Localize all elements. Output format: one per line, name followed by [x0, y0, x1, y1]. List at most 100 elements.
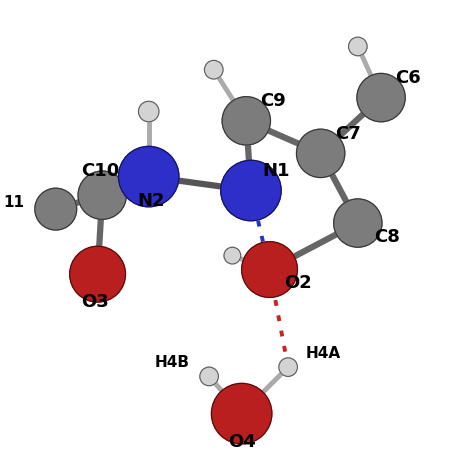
- Circle shape: [232, 404, 248, 420]
- Circle shape: [379, 96, 382, 99]
- Circle shape: [286, 365, 289, 368]
- Circle shape: [207, 63, 219, 75]
- Circle shape: [227, 250, 237, 260]
- Circle shape: [283, 363, 292, 371]
- Circle shape: [223, 163, 277, 217]
- Circle shape: [233, 107, 257, 131]
- Circle shape: [146, 109, 151, 113]
- Circle shape: [202, 369, 215, 383]
- Circle shape: [146, 109, 150, 113]
- Text: O2: O2: [284, 274, 312, 292]
- Circle shape: [237, 111, 253, 128]
- Circle shape: [139, 167, 155, 183]
- Circle shape: [42, 195, 67, 221]
- Circle shape: [138, 101, 159, 122]
- Circle shape: [334, 199, 382, 247]
- Circle shape: [208, 64, 219, 74]
- Circle shape: [378, 94, 383, 100]
- Circle shape: [286, 365, 290, 369]
- Circle shape: [211, 67, 215, 72]
- Circle shape: [284, 364, 291, 370]
- Circle shape: [348, 214, 365, 230]
- Circle shape: [262, 262, 274, 274]
- Circle shape: [79, 172, 125, 218]
- Circle shape: [307, 140, 331, 164]
- Circle shape: [231, 255, 233, 256]
- Text: H4B: H4B: [155, 355, 190, 370]
- Circle shape: [344, 210, 368, 234]
- Circle shape: [239, 179, 259, 199]
- Circle shape: [281, 360, 294, 374]
- Circle shape: [249, 189, 252, 192]
- Circle shape: [283, 361, 293, 372]
- Circle shape: [89, 182, 113, 206]
- Circle shape: [94, 270, 100, 277]
- Circle shape: [287, 366, 289, 368]
- Circle shape: [350, 39, 365, 53]
- Circle shape: [205, 61, 222, 78]
- Circle shape: [145, 108, 152, 114]
- Circle shape: [357, 73, 405, 122]
- Circle shape: [142, 105, 154, 117]
- Circle shape: [139, 102, 158, 121]
- Circle shape: [205, 372, 212, 380]
- Circle shape: [49, 202, 61, 214]
- Circle shape: [226, 249, 238, 262]
- Circle shape: [81, 257, 111, 288]
- Circle shape: [86, 179, 116, 209]
- Circle shape: [47, 201, 62, 215]
- Circle shape: [55, 208, 57, 210]
- Circle shape: [93, 186, 109, 202]
- Circle shape: [349, 37, 366, 55]
- Circle shape: [213, 385, 270, 442]
- Circle shape: [209, 376, 210, 377]
- Circle shape: [319, 152, 322, 155]
- Circle shape: [311, 144, 328, 160]
- Circle shape: [225, 100, 265, 140]
- Circle shape: [230, 254, 234, 257]
- Circle shape: [366, 82, 393, 109]
- Circle shape: [241, 116, 249, 124]
- Circle shape: [338, 203, 375, 241]
- Circle shape: [358, 74, 403, 120]
- Circle shape: [318, 150, 323, 155]
- Circle shape: [246, 246, 292, 292]
- Circle shape: [225, 248, 239, 263]
- Circle shape: [236, 408, 246, 418]
- Circle shape: [224, 99, 267, 142]
- Circle shape: [351, 217, 362, 228]
- Circle shape: [352, 41, 363, 51]
- Circle shape: [251, 251, 285, 285]
- Circle shape: [120, 148, 177, 205]
- Circle shape: [223, 395, 256, 428]
- Circle shape: [89, 265, 104, 281]
- Circle shape: [367, 84, 392, 108]
- Circle shape: [336, 201, 379, 244]
- Circle shape: [255, 255, 280, 280]
- Circle shape: [97, 190, 105, 198]
- Circle shape: [226, 249, 237, 261]
- Circle shape: [142, 105, 155, 117]
- Circle shape: [79, 255, 113, 290]
- Text: N1: N1: [263, 162, 290, 180]
- Circle shape: [82, 258, 110, 286]
- Circle shape: [249, 249, 287, 287]
- Text: C8: C8: [374, 228, 400, 246]
- Circle shape: [212, 68, 215, 71]
- Circle shape: [355, 44, 360, 49]
- Circle shape: [82, 175, 120, 213]
- Circle shape: [238, 113, 252, 127]
- Circle shape: [78, 171, 127, 219]
- Text: O4: O4: [228, 433, 255, 451]
- Circle shape: [236, 175, 263, 202]
- Circle shape: [268, 268, 271, 271]
- Circle shape: [355, 220, 360, 225]
- Text: C9: C9: [260, 92, 286, 110]
- Circle shape: [85, 178, 117, 210]
- Circle shape: [206, 373, 212, 379]
- Circle shape: [342, 207, 371, 237]
- Circle shape: [201, 368, 217, 384]
- Circle shape: [70, 246, 126, 302]
- Circle shape: [243, 118, 248, 123]
- Text: C6: C6: [395, 69, 421, 87]
